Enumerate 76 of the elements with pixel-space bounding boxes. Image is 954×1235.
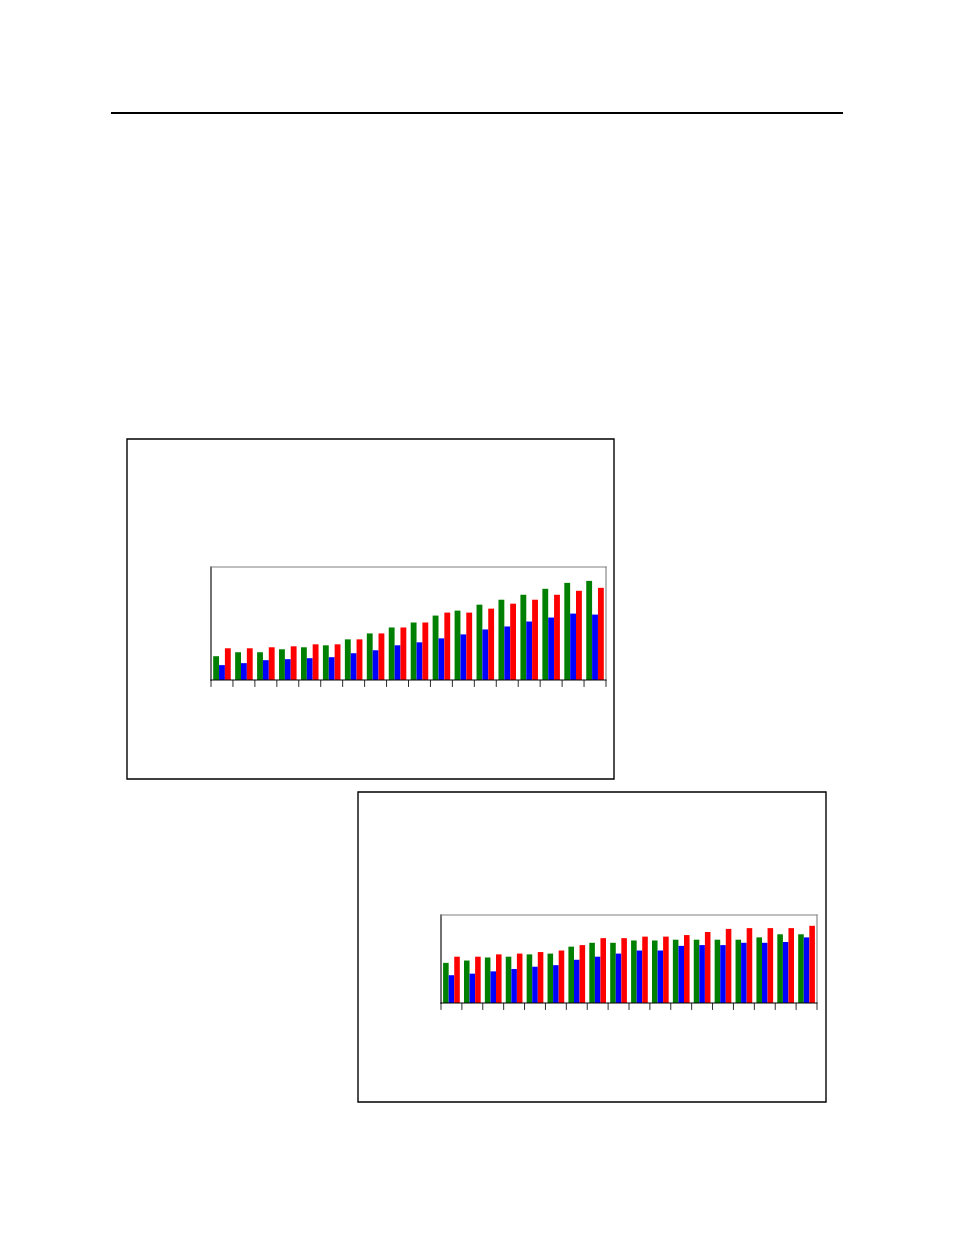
bar — [642, 936, 648, 1003]
bar — [422, 622, 429, 680]
bar — [498, 599, 505, 680]
bar — [444, 612, 451, 680]
bar — [663, 936, 669, 1003]
bar — [526, 621, 533, 680]
bar — [720, 945, 726, 1003]
bar — [475, 956, 481, 1003]
bar — [410, 622, 417, 680]
bar — [573, 959, 580, 1003]
bar — [240, 663, 247, 680]
bar — [798, 934, 804, 1003]
bar — [488, 608, 495, 680]
bar — [366, 633, 373, 680]
bar — [257, 652, 263, 680]
bar — [678, 945, 685, 1003]
bar — [246, 648, 253, 680]
bar — [600, 938, 607, 1003]
bar — [290, 646, 297, 680]
bar — [268, 647, 275, 680]
bar — [224, 648, 231, 680]
bar — [466, 612, 473, 680]
bar — [438, 638, 445, 680]
bar — [761, 942, 768, 1003]
bar — [510, 603, 517, 680]
bar — [564, 582, 571, 680]
bar — [788, 928, 795, 1003]
bar — [542, 588, 549, 680]
bar — [482, 629, 489, 680]
bar — [496, 954, 502, 1003]
bar — [322, 645, 329, 680]
bar — [306, 658, 313, 680]
bar — [511, 969, 517, 1003]
bar — [463, 960, 470, 1003]
bar — [490, 971, 497, 1003]
bar — [570, 613, 577, 680]
bar — [610, 942, 616, 1003]
bar — [548, 617, 555, 680]
bar — [262, 660, 269, 680]
bar — [532, 966, 538, 1003]
bar — [372, 650, 379, 680]
bar — [400, 627, 407, 680]
bar — [756, 937, 762, 1003]
bar — [597, 587, 604, 680]
bar — [592, 614, 598, 680]
bar — [219, 665, 225, 680]
bar — [568, 946, 574, 1003]
bar — [777, 934, 783, 1003]
bar — [589, 942, 595, 1003]
bar — [809, 925, 815, 1003]
bar — [279, 649, 285, 680]
bar — [312, 644, 319, 680]
bar — [284, 659, 291, 680]
bar — [621, 938, 627, 1003]
bar — [300, 647, 307, 680]
bar — [684, 935, 690, 1003]
bar — [443, 962, 449, 1003]
bar — [454, 956, 460, 1003]
bar — [520, 594, 527, 680]
bar — [344, 639, 351, 680]
bar — [699, 945, 705, 1003]
bar — [235, 652, 241, 680]
bar — [554, 594, 560, 680]
bar — [328, 657, 335, 680]
bar — [651, 940, 658, 1003]
bar — [631, 940, 637, 1003]
bar — [586, 580, 593, 680]
bar — [532, 599, 538, 680]
bar — [460, 634, 467, 680]
bar — [388, 627, 395, 680]
bar — [553, 965, 559, 1003]
bar — [350, 653, 357, 680]
bar — [576, 590, 582, 680]
bar — [741, 942, 747, 1003]
bar — [504, 626, 511, 680]
bar — [213, 656, 220, 680]
